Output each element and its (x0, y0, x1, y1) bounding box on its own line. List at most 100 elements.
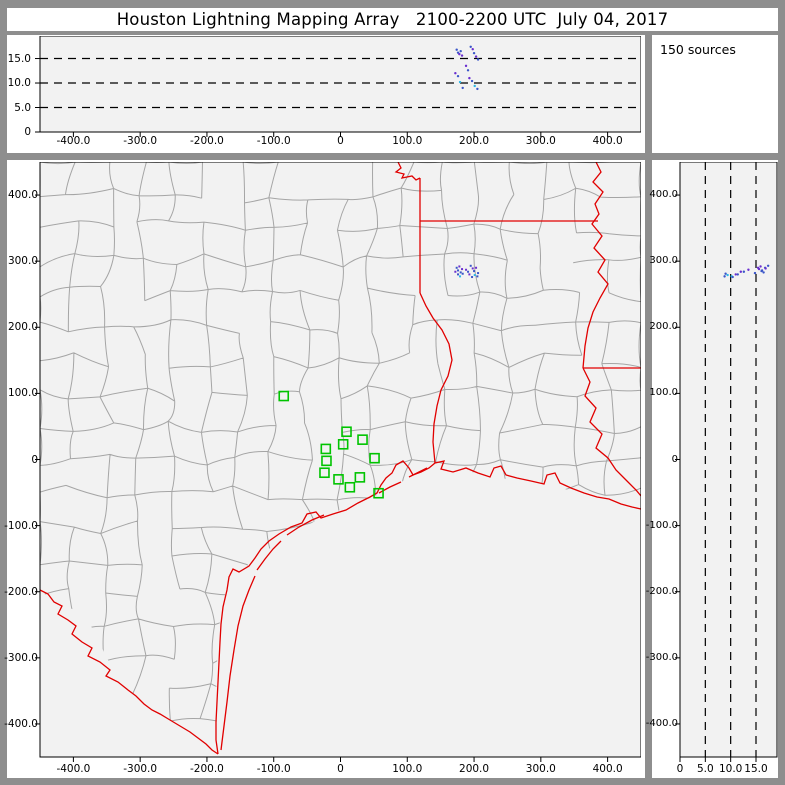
axis-tick-label: -100.0 (256, 135, 291, 147)
axis-tick-label: 300.0 (525, 763, 556, 775)
source-dot (470, 79, 474, 83)
axis-tick-label: -200.0 (190, 763, 224, 775)
source-dot (473, 84, 476, 88)
axis-tick-label: 0 (31, 453, 38, 466)
axis-tick-label: 300.0 (7, 255, 38, 268)
lma-station-square (341, 426, 352, 438)
axis-tick-label: 100.0 (392, 135, 423, 147)
mississippi-river-upper (582, 162, 609, 369)
source-dot (461, 268, 464, 271)
axis-tick-label: -400.0 (645, 717, 678, 729)
source-dot (467, 270, 470, 273)
source-dot (455, 266, 458, 269)
axis-tick-label: -400.0 (56, 135, 91, 147)
axis-tick-label: 0 (337, 135, 344, 147)
lightning-source-dots (454, 264, 480, 279)
axis-tick-label: 400.0 (592, 135, 623, 147)
source-dot (747, 268, 750, 271)
source-dot (456, 74, 460, 78)
plan-view-map (35, 162, 641, 762)
source-dot (459, 49, 462, 53)
axis-tick-label: -100.0 (256, 763, 291, 775)
axis-tick-label: 300.0 (525, 135, 556, 147)
county-borders (40, 162, 641, 754)
source-dot (466, 69, 470, 72)
axis-tick-label: 300.0 (649, 255, 678, 267)
axis-tick-label: -200.0 (190, 135, 224, 147)
source-dot (724, 272, 727, 275)
lma-station-square (278, 390, 290, 402)
axis-tick-label: -200.0 (645, 585, 678, 597)
source-dot (759, 265, 762, 268)
source-dot (458, 265, 461, 268)
axis-tick-label: -300.0 (123, 763, 158, 775)
source-dot (457, 269, 460, 272)
axis-tick-label: -300.0 (4, 651, 38, 664)
source-dot (476, 87, 479, 91)
lma-station-square (337, 438, 349, 450)
source-dot (471, 48, 474, 51)
sources-count-box: 150 sources (652, 35, 778, 153)
axis-tick-label: 200.0 (459, 135, 490, 147)
bolivar-peninsula (408, 467, 428, 478)
source-dot (460, 54, 464, 57)
source-dot (459, 275, 462, 278)
source-dot (457, 273, 460, 276)
lma-station-markers (278, 390, 384, 499)
source-dot (473, 270, 476, 273)
source-dot (726, 273, 729, 277)
axis-tick-label: 0 (24, 126, 31, 138)
lma-station-square (357, 434, 368, 445)
source-dot (764, 267, 767, 270)
source-dot (762, 271, 765, 274)
rio-grande-border (39, 589, 219, 755)
sources-count-label: 150 sources (660, 42, 736, 57)
county-border-lines (40, 162, 641, 754)
mustang-island (256, 540, 282, 571)
source-dot (465, 268, 468, 271)
axis-tick-label: -300.0 (645, 651, 678, 663)
axis-tick-label: 5.0 (14, 101, 31, 114)
altitude-ns-plot (675, 162, 778, 762)
source-dot (766, 264, 770, 267)
axis-tick-label: -100.0 (645, 519, 678, 531)
source-dot (731, 275, 734, 279)
source-dot (477, 272, 480, 275)
source-dot (458, 80, 462, 84)
source-dot (469, 264, 472, 267)
axis-tick-label: 15.0 (744, 763, 768, 775)
source-dot (454, 72, 457, 75)
source-dot (468, 76, 471, 80)
map-axis-ticks (35, 194, 609, 762)
axis-tick-label: 15.0 (7, 52, 31, 65)
altitude-ew-plot (35, 36, 641, 137)
axis-tick-label: 100.0 (649, 387, 678, 399)
matagorda-island (286, 514, 325, 536)
axis-tick-label: 400.0 (592, 763, 623, 775)
mississippi-river-lower (582, 367, 641, 497)
source-dot (461, 86, 464, 90)
source-dot (471, 267, 474, 270)
padre-island (220, 575, 256, 751)
source-dot (756, 266, 760, 269)
source-dot (454, 270, 457, 273)
source-dot (472, 51, 476, 55)
axis-tick-label: 10.0 (7, 77, 31, 90)
axis-tick-label: 0 (337, 763, 344, 775)
axis-tick-label: 400.0 (649, 189, 678, 201)
source-dot (475, 266, 478, 269)
axis-tick-label: -400.0 (56, 763, 91, 775)
source-dot (459, 271, 462, 274)
plot-background (680, 162, 777, 757)
axis-tick-label: -400.0 (4, 717, 38, 730)
lma-station-square (321, 455, 332, 467)
axis-tick-label: 0 (676, 763, 684, 775)
source-dot (723, 275, 726, 278)
lma-station-square (344, 481, 356, 493)
lma-station-square (333, 474, 344, 485)
axis-tick-label: -300.0 (123, 135, 158, 147)
source-dot (464, 64, 468, 68)
axis-tick-label: 5.0 (696, 763, 714, 775)
source-dot (476, 58, 480, 61)
